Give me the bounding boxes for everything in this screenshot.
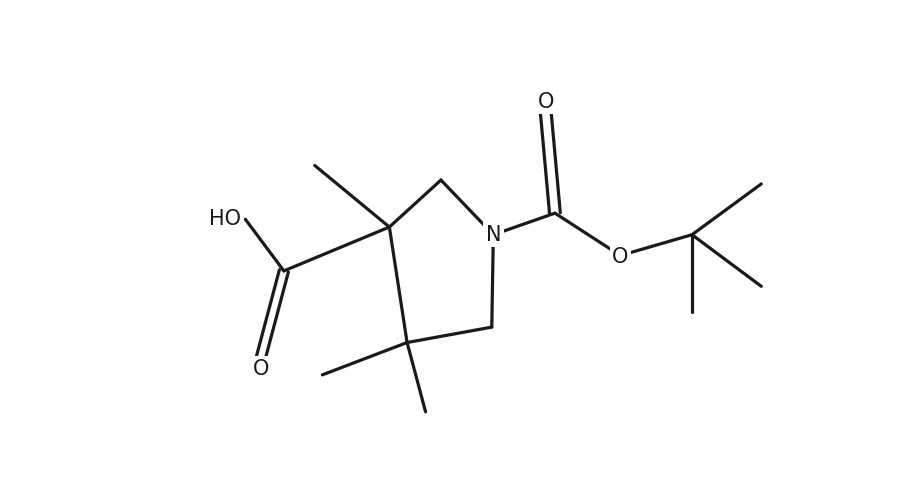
Text: O: O <box>538 92 554 111</box>
Text: O: O <box>253 359 269 379</box>
Text: N: N <box>486 225 501 245</box>
Text: HO: HO <box>208 210 241 229</box>
Text: O: O <box>612 247 629 267</box>
